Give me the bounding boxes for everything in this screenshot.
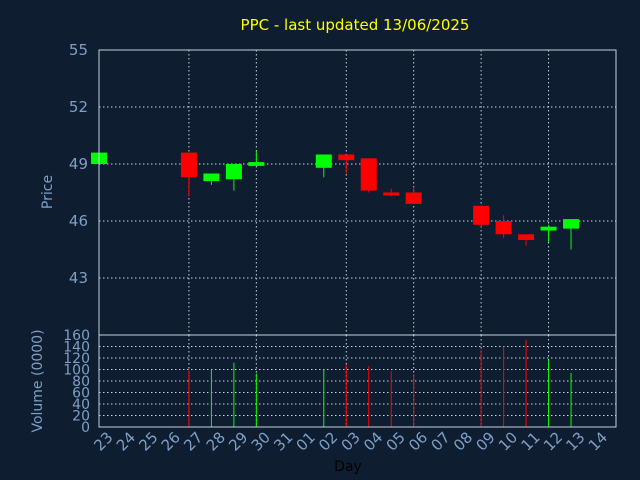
price-tick-label: 43 [69,269,88,287]
candle-05 [383,188,400,197]
volume-tick-label: 40 [72,397,90,413]
day-tick-labels: 2324252627282930310102030405060708091011… [90,428,611,454]
volume-plot-frame [98,334,617,428]
candle-body [248,162,265,166]
candle-body [518,234,535,240]
price-grid [99,49,616,335]
price-tick-label: 55 [69,41,88,59]
volume-tick-label: 60 [72,386,90,402]
price-y-tick-labels: 43 46 49 52 55 [69,41,88,287]
candle-body [360,158,377,191]
volume-tick-label: 80 [72,374,90,390]
candle-04 [360,158,377,193]
volume-axis-label: Volume (0000) [30,329,46,432]
candle-body [225,164,242,180]
candle-29 [225,164,242,191]
volume-tick-label: 120 [63,351,90,367]
candlestick-series [91,150,580,250]
volume-tick-label: 100 [63,363,90,379]
candle-body [338,154,355,161]
volume-tick-label: 160 [63,328,90,344]
price-axis-label: Price [40,175,56,209]
price-tick-label: 49 [69,155,88,173]
volume-tick-label: 140 [63,340,90,356]
candle-11 [518,234,535,246]
candle-28 [203,173,220,185]
chart-title: PPC - last updated 13/06/2025 [241,16,470,34]
candle-09 [473,205,490,227]
volume-bar-series [188,339,572,427]
x-axis-label: Day [334,459,362,475]
candle-body [563,219,580,229]
candle-body [180,152,197,178]
candle-body [473,205,490,225]
candle-body [203,173,220,182]
candle-02 [315,154,332,178]
candle-body [540,226,557,231]
candle-30 [248,150,265,166]
candle-body [405,192,422,204]
candle-27 [180,152,197,197]
price-tick-label: 46 [69,212,88,230]
candle-03 [338,154,355,174]
price-panel: 43 46 49 52 55 Price [40,41,617,336]
volume-tick-label: 20 [72,409,90,425]
candle-06 [405,186,422,204]
candle-13 [563,219,580,250]
candle-body [383,192,400,196]
price-tick-label: 52 [69,98,88,116]
candle-10 [495,215,512,239]
candle-body [315,154,332,168]
candle-body [495,221,512,235]
volume-tick-label: 0 [81,420,90,436]
candle-12 [540,224,557,242]
